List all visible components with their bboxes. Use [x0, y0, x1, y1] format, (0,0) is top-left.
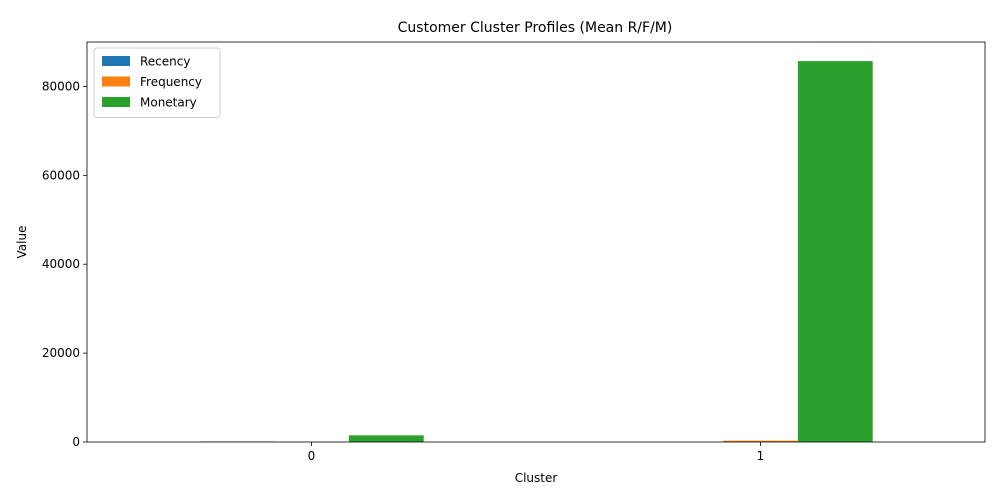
legend-label-recency: Recency [140, 55, 190, 69]
legend-label-frequency: Frequency [140, 75, 202, 89]
x-tick-label: 1 [757, 449, 765, 463]
legend-swatch-frequency [102, 77, 130, 87]
legend: Recency Frequency Monetary [94, 48, 220, 118]
x-axis-label: Cluster [515, 471, 558, 485]
y-tick-label: 0 [72, 435, 80, 449]
y-tick-label: 20000 [42, 346, 80, 360]
y-tick-label: 80000 [42, 79, 80, 93]
y-axis-label: Value [15, 226, 29, 259]
x-tick-label: 0 [308, 449, 316, 463]
legend-label-monetary: Monetary [140, 96, 197, 110]
legend-swatch-recency [102, 56, 130, 66]
chart-title: Customer Cluster Profiles (Mean R/F/M) [398, 20, 673, 36]
y-tick-label: 60000 [42, 168, 80, 182]
y-tick-label: 40000 [42, 257, 80, 271]
legend-swatch-monetary [102, 97, 130, 107]
bar-monetary-cluster-0 [349, 435, 424, 442]
bar-monetary-cluster-1 [798, 61, 873, 442]
